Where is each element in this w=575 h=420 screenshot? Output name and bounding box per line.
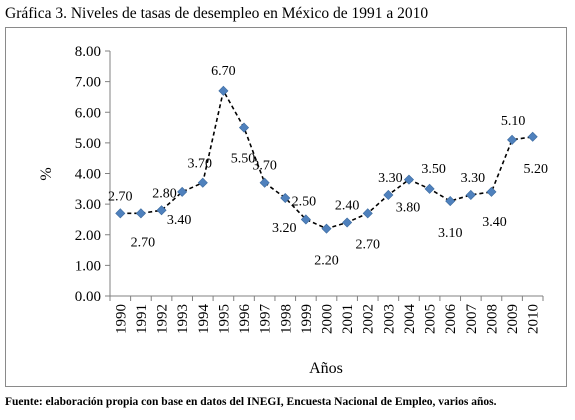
x-tick-label: 2002 (361, 304, 377, 334)
y-tick-label: 1.00 (75, 258, 101, 274)
data-point (156, 205, 167, 216)
source-note: Fuente: elaboración propia con base en d… (5, 396, 497, 408)
data-point (383, 189, 394, 200)
data-labels: 2.702.702.803.403.706.705.503.703.202.50… (108, 64, 548, 269)
data-label: 3.30 (461, 171, 486, 186)
data-label: 2.70 (131, 235, 156, 250)
data-label: 2.70 (108, 189, 133, 204)
page-title: Gráfica 3. Niveles de tasas de desempleo… (5, 5, 429, 22)
x-tick-label: 1992 (155, 304, 171, 334)
x-tick-label: 1998 (278, 304, 294, 334)
data-label: 6.70 (211, 64, 236, 79)
x-tick-label: 2007 (464, 304, 480, 335)
series-line-path (120, 88, 533, 230)
data-label: 5.20 (523, 162, 548, 177)
x-axis: 1990 1991 1992 1993 1994 1995 1996 1997 1998 1999… (109, 295, 544, 335)
x-axis-title: Años (309, 360, 343, 377)
x-tick-label: 2005 (423, 304, 439, 334)
data-label: 3.40 (167, 213, 192, 228)
y-tick-label: 0.00 (75, 289, 101, 305)
data-point (507, 134, 518, 145)
data-label: 2.70 (355, 237, 380, 252)
x-tick-label: 1999 (299, 304, 315, 334)
data-label: 5.50 (231, 152, 256, 167)
x-tick-label: 2010 (526, 304, 542, 334)
series-line (120, 88, 533, 230)
x-tick-label: 1996 (237, 304, 253, 335)
data-point (465, 189, 476, 200)
data-points (115, 85, 538, 234)
y-axis: 0.00 1.00 2.00 3.00 4.00 5.00 6.00 7.00 8.00 (75, 44, 111, 305)
x-tick-label: 1994 (196, 304, 212, 335)
data-point (177, 186, 188, 197)
x-tick-label: 1995 (216, 304, 232, 334)
data-label: 3.50 (421, 162, 446, 177)
data-point (197, 177, 208, 188)
x-tick-label: 1997 (258, 304, 274, 335)
data-point (259, 177, 270, 188)
y-tick-label: 6.00 (75, 105, 101, 121)
x-tick-label: 1993 (175, 304, 191, 334)
data-point (445, 196, 456, 207)
y-tick-label: 4.00 (75, 167, 101, 183)
x-tick-label: 1990 (113, 304, 129, 334)
y-tick-label: 3.00 (75, 197, 101, 213)
data-point (527, 131, 538, 142)
data-point (403, 174, 415, 185)
x-tick-label: 2008 (484, 304, 500, 334)
x-tick-label: 1991 (134, 304, 150, 334)
data-point (218, 85, 229, 96)
data-label: 2.40 (335, 199, 360, 214)
x-tick-label: 2006 (443, 304, 459, 335)
data-label: 3.20 (272, 221, 297, 236)
data-point (115, 208, 126, 219)
data-point (342, 217, 353, 228)
data-label: 2.50 (292, 194, 317, 209)
data-label: 3.10 (438, 226, 463, 241)
data-point (424, 183, 435, 194)
data-label: 3.70 (188, 157, 213, 172)
data-point (321, 223, 332, 234)
x-tick-label: 2009 (505, 304, 521, 334)
data-point (300, 214, 311, 225)
y-axis-title: % (38, 167, 55, 180)
data-label: 3.80 (396, 201, 421, 216)
line-chart: 0.00 1.00 2.00 3.00 4.00 5.00 6.00 7.00 8.00 199… (38, 44, 548, 377)
data-label: 3.30 (378, 171, 403, 186)
data-label: 2.80 (152, 186, 177, 201)
data-label: 2.20 (314, 254, 339, 269)
x-tick-label: 2003 (381, 304, 397, 334)
data-label: 3.40 (482, 215, 507, 230)
x-tick-label: 2001 (340, 304, 356, 334)
x-tick-label: 2000 (320, 304, 336, 334)
data-point (280, 192, 291, 204)
y-tick-label: 8.00 (75, 44, 101, 60)
data-label: 5.10 (501, 114, 526, 129)
y-tick-label: 5.00 (75, 136, 101, 152)
x-tick-label: 2004 (402, 304, 418, 335)
y-tick-label: 7.00 (75, 75, 101, 91)
data-point (486, 186, 497, 197)
data-label: 3.70 (252, 159, 277, 174)
chart-frame: 0.00 1.00 2.00 3.00 4.00 5.00 6.00 7.00 8.00 199… (5, 27, 567, 387)
data-point (362, 208, 373, 219)
data-point (238, 122, 250, 133)
data-point (135, 208, 146, 219)
y-tick-label: 2.00 (75, 228, 101, 244)
